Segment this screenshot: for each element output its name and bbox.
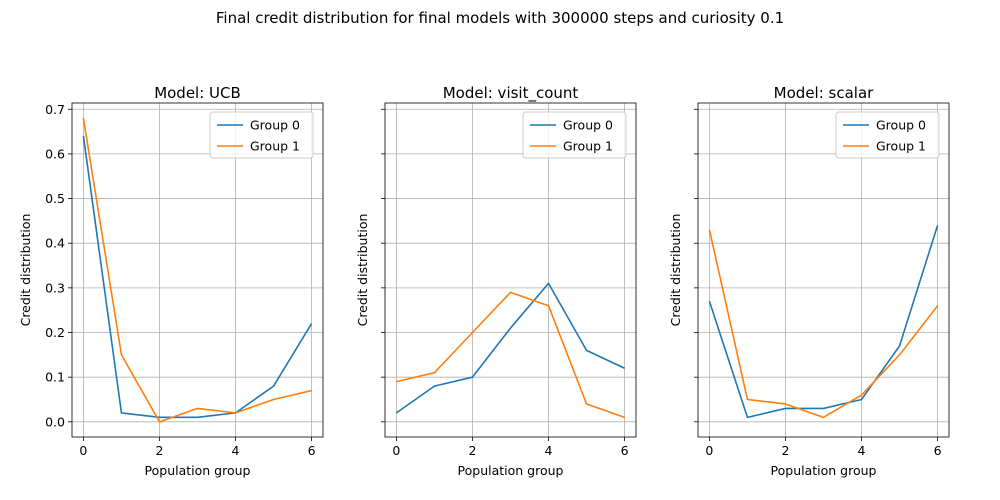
x-tick-label: 6 bbox=[934, 443, 942, 458]
y-tick-label: 0.5 bbox=[45, 191, 65, 206]
x-tick-label: 6 bbox=[621, 443, 629, 458]
y-tick-label: 0.2 bbox=[45, 325, 65, 340]
legend-label-group-0: Group 0 bbox=[563, 118, 613, 133]
x-tick-label: 2 bbox=[155, 443, 163, 458]
y-axis-label: Credit distribution bbox=[668, 214, 683, 327]
plot-frame bbox=[71, 102, 324, 438]
y-tick-label: 0.0 bbox=[45, 414, 65, 429]
y-tick-label: 0.4 bbox=[45, 236, 65, 251]
series-line-group-0 bbox=[395, 282, 625, 414]
x-tick-label: 0 bbox=[392, 443, 400, 458]
series-line-group-1 bbox=[396, 291, 625, 419]
legend-label-group-1: Group 1 bbox=[876, 139, 926, 154]
subplot-0: 0 2 4 6 0.0 0.1 0.2 0.3 0.4 0.5 0.6 0.7 Model: UCB Po… bbox=[18, 84, 324, 478]
subplot-1: 0 2 4 6 Model: visit_count Population group Cr… bbox=[355, 84, 637, 478]
x-tick-label: 2 bbox=[781, 443, 789, 458]
x-tick-label: 0 bbox=[705, 443, 713, 458]
subplot-2: 0 2 4 6 Model: scalar Population group Credit … bbox=[668, 84, 950, 478]
legend-label-group-0: Group 0 bbox=[250, 118, 300, 133]
y-axis-label: Credit distribution bbox=[355, 214, 370, 327]
legend-label-group-1: Group 1 bbox=[563, 139, 613, 154]
series-line-group-1 bbox=[82, 118, 312, 423]
x-axis-label: Population group bbox=[771, 463, 877, 478]
legend-label-group-0: Group 0 bbox=[876, 118, 926, 133]
y-axis-label: Credit distribution bbox=[18, 214, 33, 327]
x-axis-label: Population group bbox=[145, 463, 251, 478]
y-tick-label: 0.1 bbox=[45, 370, 65, 385]
series-line-group-1 bbox=[708, 229, 939, 419]
x-tick-label: 0 bbox=[79, 443, 87, 458]
series-line-group-0 bbox=[708, 225, 939, 419]
subplot-title: Model: scalar bbox=[774, 84, 874, 102]
legend-label-group-1: Group 1 bbox=[250, 139, 300, 154]
legend: Group 0 Group 1 bbox=[835, 111, 940, 159]
series-line-group-0 bbox=[82, 135, 313, 419]
y-tick-label: 0.3 bbox=[45, 280, 65, 295]
plot-frame bbox=[384, 102, 637, 438]
y-tick-label: 0.7 bbox=[45, 102, 65, 117]
x-tick-label: 4 bbox=[858, 443, 866, 458]
figure-title: Final credit distribution for final mode… bbox=[216, 9, 784, 27]
x-axis-label: Population group bbox=[458, 463, 564, 478]
x-tick-label: 2 bbox=[468, 443, 476, 458]
legend: Group 0 Group 1 bbox=[209, 111, 314, 159]
x-tick-label: 4 bbox=[545, 443, 553, 458]
subplot-title: Model: visit_count bbox=[443, 84, 579, 103]
plot-frame bbox=[697, 102, 950, 438]
legend: Group 0 Group 1 bbox=[522, 111, 627, 159]
x-tick-label: 4 bbox=[232, 443, 240, 458]
y-tick-label: 0.6 bbox=[45, 146, 65, 161]
subplot-title: Model: UCB bbox=[154, 84, 241, 102]
x-tick-label: 6 bbox=[308, 443, 316, 458]
